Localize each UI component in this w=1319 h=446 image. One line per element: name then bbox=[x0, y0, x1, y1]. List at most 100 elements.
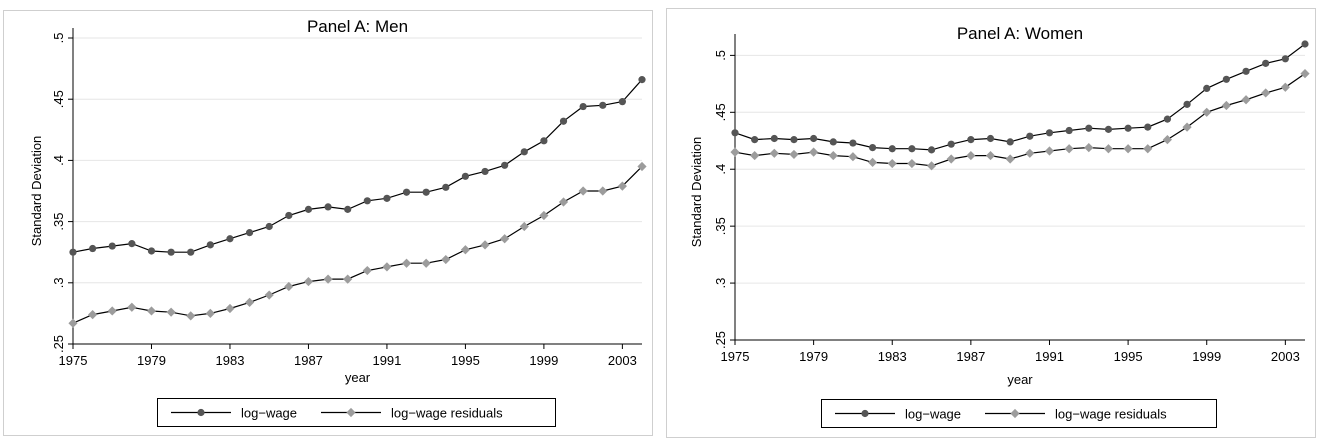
chart-men-svg: Panel A: Men .25 .3 .35 .4 .45 .5 1975 1979 1983 1… bbox=[3, 10, 653, 436]
legend-label-log-wage-residuals: log−wage residuals bbox=[1055, 407, 1167, 422]
data-point-log-wage-residuals bbox=[1221, 100, 1231, 111]
data-point-log-wage-residuals bbox=[303, 276, 314, 287]
data-point-log-wage-residuals bbox=[1044, 146, 1055, 156]
data-point-log-wage bbox=[481, 167, 489, 176]
legend-label-log-wage: log−wage bbox=[241, 406, 297, 421]
data-point-log-wage bbox=[461, 172, 470, 180]
data-point-log-wage bbox=[927, 146, 936, 154]
legend-label-log-wage: log−wage bbox=[905, 407, 961, 422]
data-point-log-wage bbox=[967, 136, 975, 144]
data-point-log-wage bbox=[986, 134, 995, 143]
data-point-log-wage bbox=[147, 247, 156, 255]
data-point-log-wage bbox=[1006, 138, 1014, 146]
data-point-log-wage bbox=[1242, 67, 1250, 75]
x-tick-label: 1979 bbox=[137, 353, 166, 368]
data-point-log-wage bbox=[501, 161, 509, 169]
data-point-log-wage bbox=[226, 235, 234, 243]
data-point-log-wage-residuals bbox=[598, 186, 608, 196]
data-point-log-wage bbox=[167, 248, 175, 256]
data-point-log-wage bbox=[770, 134, 778, 143]
data-point-log-wage bbox=[245, 229, 254, 237]
data-point-log-wage bbox=[520, 148, 528, 156]
data-point-log-wage bbox=[751, 136, 759, 144]
data-point-log-wage bbox=[128, 240, 136, 248]
data-point-log-wage bbox=[1104, 125, 1113, 133]
data-point-log-wage-residuals bbox=[1162, 135, 1173, 145]
data-point-log-wage-residuals bbox=[441, 254, 451, 265]
data-point-log-wage-residuals bbox=[966, 150, 976, 161]
data-point-log-wage bbox=[304, 205, 313, 213]
data-point-log-wage-residuals bbox=[926, 161, 937, 171]
x-tick-label: 1987 bbox=[294, 353, 323, 368]
y-tick-label: .45 bbox=[713, 103, 728, 121]
chart-frame bbox=[666, 8, 1316, 438]
data-point-log-wage-residuals bbox=[1005, 154, 1015, 164]
y-tick-label: .45 bbox=[51, 90, 66, 108]
y-tick-label: .4 bbox=[51, 155, 66, 166]
data-point-log-wage-residuals bbox=[362, 265, 372, 276]
data-point-log-wage-residuals bbox=[264, 290, 274, 300]
data-point-log-wage-residuals bbox=[617, 181, 627, 191]
data-point-log-wage-residuals bbox=[166, 307, 176, 317]
x-tick-label: 1975 bbox=[721, 349, 750, 364]
data-point-log-wage bbox=[908, 145, 916, 153]
data-point-log-wage bbox=[1203, 84, 1211, 92]
data-point-log-wage bbox=[422, 188, 430, 196]
data-point-log-wage bbox=[363, 197, 371, 205]
x-tick-label: 1983 bbox=[216, 353, 245, 368]
data-point-log-wage-residuals bbox=[730, 147, 740, 157]
data-point-log-wage bbox=[540, 137, 548, 145]
data-point-log-wage-residuals bbox=[284, 281, 294, 292]
legend-marker-log-wage-residuals bbox=[346, 407, 356, 418]
data-point-log-wage bbox=[265, 222, 273, 231]
y-tick-label: .5 bbox=[51, 33, 66, 44]
data-point-log-wage-residuals bbox=[558, 197, 569, 207]
y-tick-label: .3 bbox=[51, 277, 66, 288]
data-point-log-wage-residuals bbox=[186, 311, 196, 321]
data-point-log-wage-residuals bbox=[519, 221, 529, 232]
data-point-log-wage-residuals bbox=[637, 161, 647, 172]
data-point-log-wage bbox=[1262, 59, 1270, 67]
data-point-log-wage-residuals bbox=[244, 297, 255, 307]
data-point-log-wage bbox=[1222, 75, 1230, 83]
data-point-log-wage-residuals bbox=[225, 303, 235, 314]
data-point-log-wage bbox=[790, 136, 798, 144]
data-point-log-wage-residuals bbox=[107, 306, 117, 316]
y-axis-label: Standard Deviation bbox=[29, 136, 44, 247]
data-point-log-wage-residuals bbox=[789, 149, 799, 160]
data-point-log-wage bbox=[285, 211, 293, 220]
data-point-log-wage bbox=[618, 98, 626, 106]
data-point-log-wage bbox=[344, 205, 352, 213]
chart-panel-women: Panel A: Women .25 .3 .35 .4 .45 .5 1975 1979 198… bbox=[666, 0, 1316, 446]
data-point-log-wage bbox=[1183, 100, 1191, 108]
data-point-log-wage bbox=[559, 117, 568, 125]
data-point-log-wage-residuals bbox=[1084, 143, 1094, 153]
data-point-log-wage-residuals bbox=[1280, 82, 1290, 92]
y-tick-label: .3 bbox=[713, 278, 728, 289]
x-tick-label: 1987 bbox=[956, 349, 985, 364]
data-point-log-wage-residuals bbox=[578, 186, 588, 196]
data-point-log-wage-residuals bbox=[421, 258, 431, 268]
x-tick-label: 2003 bbox=[608, 353, 637, 368]
data-point-log-wage bbox=[599, 101, 607, 109]
data-point-log-wage bbox=[1301, 40, 1309, 48]
chart-title: Panel A: Women bbox=[957, 24, 1083, 43]
data-point-log-wage-residuals bbox=[88, 310, 98, 320]
data-point-log-wage bbox=[1045, 129, 1054, 137]
data-point-log-wage bbox=[108, 242, 116, 250]
data-point-log-wage bbox=[206, 241, 214, 249]
data-point-log-wage-residuals bbox=[343, 274, 353, 284]
data-point-log-wage-residuals bbox=[205, 308, 215, 318]
data-point-log-wage bbox=[1124, 124, 1132, 132]
y-tick-label: .5 bbox=[713, 50, 728, 61]
y-tick-label: .25 bbox=[713, 331, 728, 349]
x-tick-label: 1991 bbox=[1035, 349, 1064, 364]
data-point-log-wage-residuals bbox=[1182, 122, 1192, 132]
x-axis-label: year bbox=[1007, 372, 1033, 387]
y-tick-label: .35 bbox=[713, 217, 728, 235]
data-point-log-wage bbox=[187, 248, 195, 256]
x-tick-label: 2003 bbox=[1271, 349, 1300, 364]
data-point-log-wage-residuals bbox=[323, 274, 333, 284]
data-point-log-wage bbox=[810, 134, 818, 143]
data-point-log-wage bbox=[947, 140, 955, 148]
